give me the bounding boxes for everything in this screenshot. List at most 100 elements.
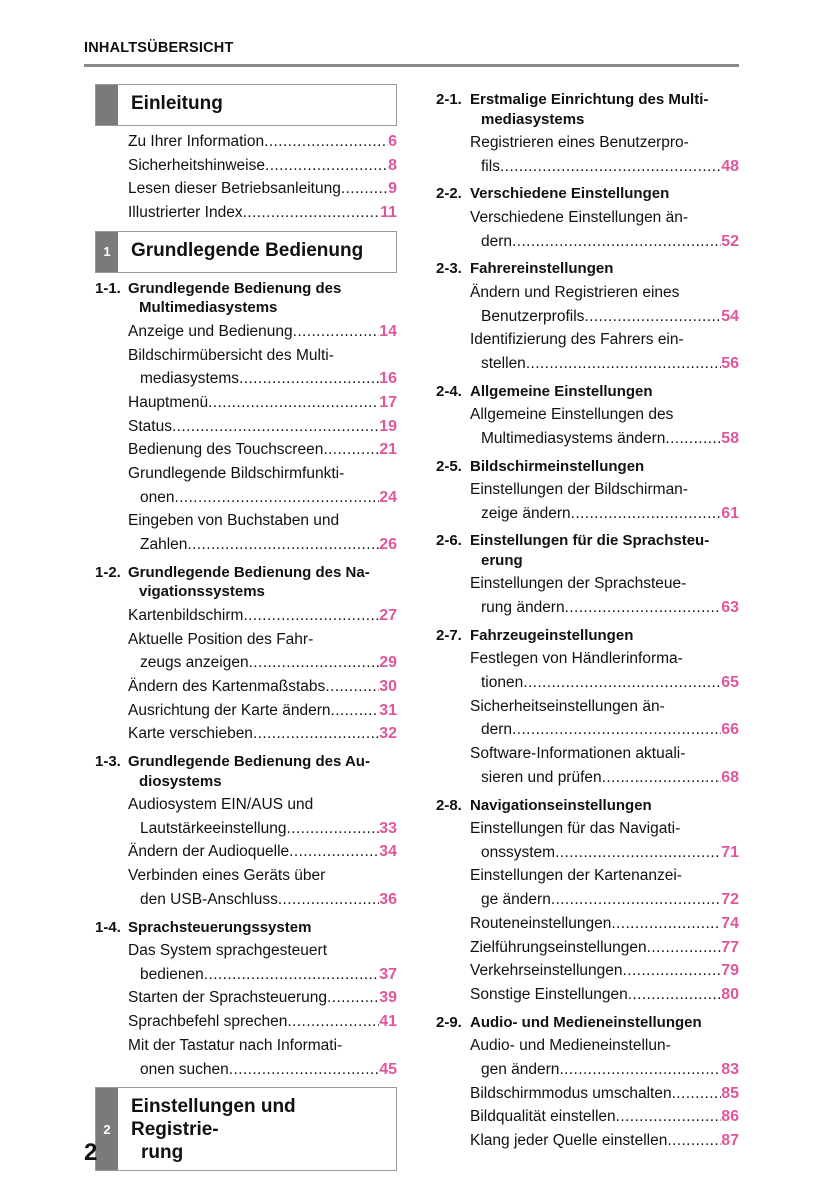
page-link[interactable]: 30 [379,677,397,695]
toc-entry[interactable]: Audiosystem EIN/AUS und Lautstärkeeinstel… [95,793,397,840]
page-link[interactable]: 14 [379,322,397,340]
toc-entry[interactable]: Klang jeder Quelle einstellen 87 [436,1129,739,1153]
toc-entry[interactable]: Sprachbefehl sprechen 41 [95,1010,397,1034]
toc-entry[interactable]: Kartenbildschirm 27 [95,604,397,628]
toc-entry[interactable]: Status 19 [95,415,397,439]
toc-entry[interactable]: Einstellungen für das Navigati-onssystem… [436,817,739,864]
toc-entry[interactable]: Sicherheitshinweise 8 [95,154,397,178]
page-link[interactable]: 27 [379,606,397,624]
toc-entry[interactable]: Ändern der Audioquelle 34 [95,840,397,864]
toc-entry[interactable]: Illustrierter Index 11 [95,201,397,225]
toc-entry[interactable]: Bildschirmmodus umschalten 85 [436,1082,739,1106]
page-link[interactable]: 61 [721,504,739,522]
toc-entry[interactable]: Einstellungen der Kartenanzei-ge ändern 7… [436,864,739,911]
page-link[interactable]: 77 [721,938,739,956]
toc-entry[interactable]: Karte verschieben 32 [95,722,397,746]
page-link[interactable]: 74 [721,914,739,932]
toc-entry[interactable]: Ändern und Registrieren eines Benutzerpro… [436,281,739,328]
page-link[interactable]: 39 [379,989,397,1007]
toc-entry[interactable]: Registrieren eines Benutzerpro-fils 48 [436,131,739,178]
toc-entry[interactable]: Sicherheitseinstellungen än-dern 66 [436,695,739,742]
toc-entry[interactable]: Hauptmenü 17 [95,391,397,415]
page-link[interactable]: 48 [721,157,739,175]
chapter-heading[interactable]: Einleitung [95,84,397,126]
page-link[interactable]: 21 [379,441,397,459]
toc-entry[interactable]: Bedienung des Touchscreen 21 [95,438,397,462]
page-link[interactable]: 80 [721,985,739,1003]
toc-entry[interactable]: Verkehrseinstellungen 79 [436,959,739,983]
toc-entry[interactable]: Starten der Sprachsteuerung 39 [95,986,397,1010]
toc-entry[interactable]: Routeneinstellungen 74 [436,912,739,936]
page-link[interactable]: 9 [388,180,397,198]
page-link[interactable]: 71 [721,843,739,861]
page-link[interactable]: 63 [721,599,739,617]
page-link[interactable]: 41 [379,1013,397,1031]
page-link[interactable]: 52 [721,232,739,250]
toc-entry[interactable]: Ändern des Kartenmaßstabs 30 [95,675,397,699]
toc-entry[interactable]: Festlegen von Händlerinforma-tionen 65 [436,647,739,694]
page-link[interactable]: 54 [721,307,739,325]
page-link[interactable]: 11 [380,204,397,222]
page-link[interactable]: 65 [721,674,739,692]
toc-entry[interactable]: Aktuelle Position des Fahr-zeugs anzeige… [95,628,397,675]
toc-entry[interactable]: Lesen dieser Betriebsanleitung 9 [95,177,397,201]
page-link[interactable]: 56 [721,354,739,372]
toc-entry[interactable]: Zu Ihrer Information 6 [95,130,397,154]
toc-entry[interactable]: Das System sprachgesteuert bedienen 37 [95,939,397,986]
page-link[interactable]: 85 [721,1084,739,1102]
page-link[interactable]: 45 [379,1060,397,1078]
toc-entry-text: Hauptmenü [128,393,209,411]
page-link[interactable]: 66 [721,721,739,739]
page-link[interactable]: 8 [388,156,397,174]
toc-entry[interactable]: Einstellungen der Bildschirman-zeige änd… [436,478,739,525]
page-link[interactable]: 36 [379,890,397,908]
toc-entry[interactable]: Verschiedene Einstellungen än-dern 52 [436,206,739,253]
page-link[interactable]: 34 [379,843,397,861]
section-heading-line: 2-1. Erstmalige Einrichtung des Multi- [436,90,739,110]
toc-entry[interactable]: Anzeige und Bedienung 14 [95,320,397,344]
chapter-heading[interactable]: 2 Einstellungen und Registrie-rung [95,1087,397,1172]
toc-entry[interactable]: Grundlegende Bildschirmfunkti-onen 24 [95,462,397,509]
toc-entry[interactable]: Bildschirmübersicht des Multi-mediasyste… [95,344,397,391]
toc-entry[interactable]: Verbinden eines Geräts über den USB-Ansch… [95,864,397,911]
page-link[interactable]: 17 [379,393,397,411]
dot-leader [187,533,379,557]
toc-entry[interactable]: Sonstige Einstellungen 80 [436,983,739,1007]
page-link[interactable]: 58 [721,429,739,447]
toc-entry[interactable]: Bildqualität einstellen 86 [436,1105,739,1129]
toc-entry[interactable]: Mit der Tastatur nach Informati-onen suc… [95,1034,397,1081]
page-link[interactable]: 24 [379,488,397,506]
toc-entry[interactable]: Einstellungen der Sprachsteue-rung änder… [436,572,739,619]
toc-entry[interactable]: Zielführungseinstellungen 77 [436,936,739,960]
page-link[interactable]: 19 [379,417,397,435]
section-heading-line: 2-8. Navigationseinstellungen [436,796,739,816]
page-link[interactable]: 68 [721,768,739,786]
toc-entry-text: Starten der Sprachsteuerung [128,989,328,1007]
page-link[interactable]: 72 [721,891,739,909]
page-link[interactable]: 79 [721,962,739,980]
page-link[interactable]: 26 [379,536,397,554]
toc-entry[interactable]: Allgemeine Einstellungen des Multimediasy… [436,403,739,450]
toc-entry[interactable]: Identifizierung des Fahrers ein-stellen 5… [436,328,739,375]
page-link[interactable]: 6 [388,133,397,150]
page-link[interactable]: 29 [379,654,397,672]
page-link[interactable]: 37 [379,965,397,983]
toc-entry[interactable]: Software-Informationen aktuali-sieren un… [436,742,739,789]
page-link[interactable]: 33 [379,819,397,837]
page-link[interactable]: 32 [379,725,397,743]
page-link[interactable]: 83 [721,1060,739,1078]
toc-entry-line: Status 19 [128,415,397,439]
page-link[interactable]: 16 [379,370,397,388]
toc-entry[interactable]: Ausrichtung der Karte ändern 31 [95,699,397,723]
toc-entry-text: Registrieren eines Benutzerpro- [470,134,689,151]
page-link[interactable]: 86 [721,1108,739,1126]
toc-entry[interactable]: Audio- und Medieneinstellun-gen ändern 83 [436,1034,739,1081]
page-link[interactable]: 87 [721,1132,739,1149]
page-link[interactable]: 31 [379,701,397,719]
toc-entry-text: Illustrierter Index [128,204,243,222]
toc-entry[interactable]: Eingeben von Buchstaben und Zahlen 26 [95,509,397,556]
dot-leader [500,155,721,179]
chapter-title: Einleitung [118,85,231,125]
toc-entry-line: Zu Ihrer Information 6 [128,130,397,154]
chapter-heading[interactable]: 1 Grundlegende Bedienung [95,230,397,273]
